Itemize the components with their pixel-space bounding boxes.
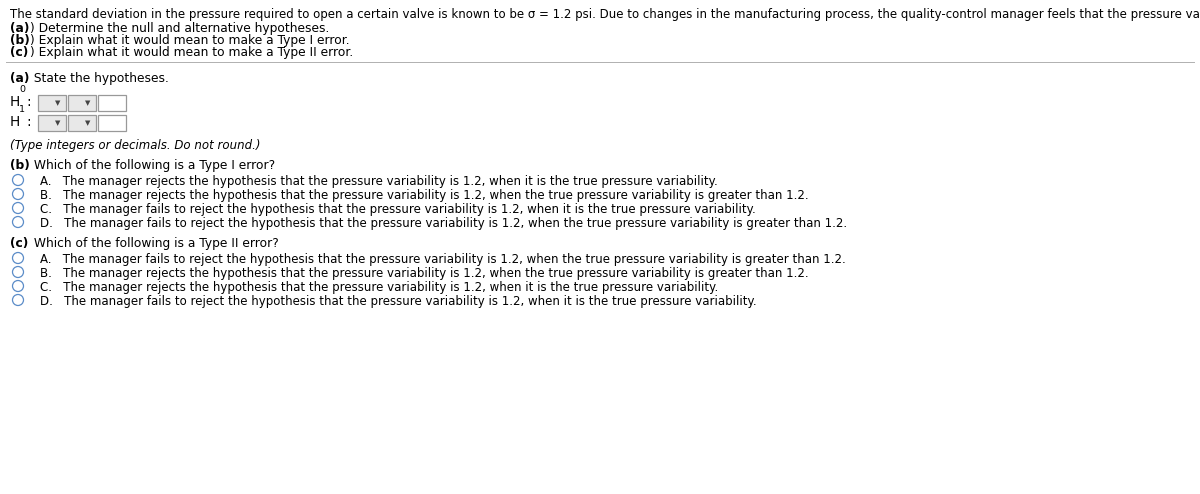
Text: (b): (b): [10, 34, 30, 47]
Bar: [68, 115, 96, 131]
Text: ▼: ▼: [85, 100, 90, 106]
Text: D.   The manager fails to reject the hypothesis that the pressure variability is: D. The manager fails to reject the hypot…: [40, 217, 847, 230]
Text: H: H: [10, 95, 20, 109]
Text: H: H: [10, 115, 20, 129]
Text: ▼: ▼: [85, 120, 90, 126]
Bar: [38, 115, 66, 131]
Bar: [98, 95, 126, 111]
Text: D.   The manager fails to reject the hypothesis that the pressure variability is: D. The manager fails to reject the hypot…: [40, 295, 757, 308]
Text: ) Explain what it would mean to make a Type I error.: ) Explain what it would mean to make a T…: [30, 34, 349, 47]
Text: B.   The manager rejects the hypothesis that the pressure variability is 1.2, wh: B. The manager rejects the hypothesis th…: [40, 267, 809, 280]
Text: (c): (c): [10, 237, 29, 250]
Text: (c): (c): [10, 46, 29, 59]
Text: (a): (a): [10, 72, 29, 85]
Text: :: :: [26, 115, 31, 129]
Text: ▼: ▼: [55, 120, 60, 126]
Text: :: :: [26, 95, 31, 109]
Text: B.   The manager rejects the hypothesis that the pressure variability is 1.2, wh: B. The manager rejects the hypothesis th…: [40, 189, 809, 202]
Bar: [38, 95, 66, 111]
Text: (Type integers or decimals. Do not round.): (Type integers or decimals. Do not round…: [10, 139, 260, 152]
Text: A.   The manager rejects the hypothesis that the pressure variability is 1.2, wh: A. The manager rejects the hypothesis th…: [40, 175, 718, 188]
Text: ▼: ▼: [55, 100, 60, 106]
Text: State the hypotheses.: State the hypotheses.: [30, 72, 169, 85]
Text: C.   The manager rejects the hypothesis that the pressure variability is 1.2, wh: C. The manager rejects the hypothesis th…: [40, 281, 719, 294]
Text: Which of the following is a Type II error?: Which of the following is a Type II erro…: [30, 237, 278, 250]
Text: Which of the following is a Type I error?: Which of the following is a Type I error…: [30, 159, 275, 172]
Bar: [68, 95, 96, 111]
Text: (b): (b): [10, 159, 30, 172]
Text: 0: 0: [19, 85, 25, 94]
Text: (a): (a): [10, 22, 29, 35]
Bar: [98, 115, 126, 131]
Text: ) Determine the null and alternative hypotheses.: ) Determine the null and alternative hyp…: [30, 22, 329, 35]
Text: 1: 1: [19, 105, 25, 114]
Text: The standard deviation in the pressure required to open a certain valve is known: The standard deviation in the pressure r…: [10, 8, 1200, 21]
Text: C.   The manager fails to reject the hypothesis that the pressure variability is: C. The manager fails to reject the hypot…: [40, 203, 756, 216]
Text: ) Explain what it would mean to make a Type II error.: ) Explain what it would mean to make a T…: [30, 46, 353, 59]
Text: A.   The manager fails to reject the hypothesis that the pressure variability is: A. The manager fails to reject the hypot…: [40, 253, 846, 266]
